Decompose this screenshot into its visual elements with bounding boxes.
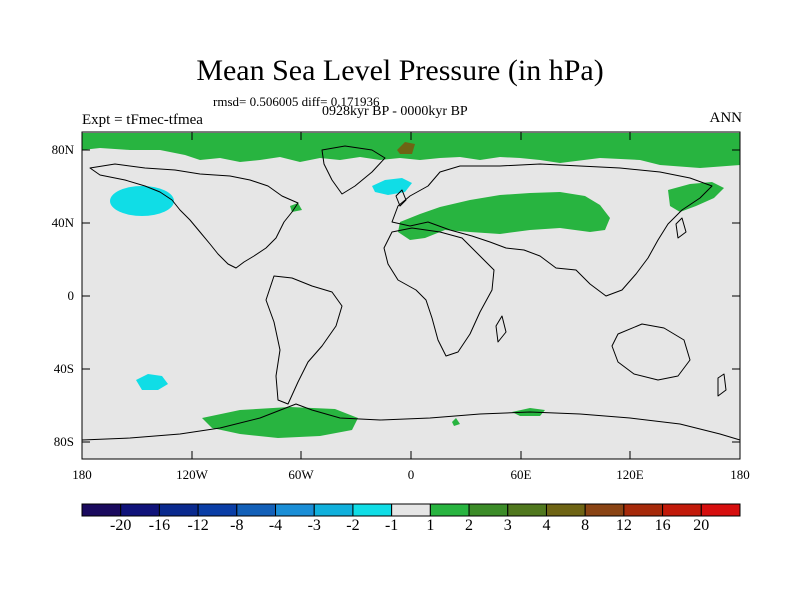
lon-label-180e: 180 [730, 467, 750, 482]
lon-ticks [191, 132, 631, 459]
coast-madagascar [495, 315, 507, 343]
colorbar-box [313, 503, 354, 517]
colorbar-box [197, 503, 238, 517]
map-field [82, 132, 740, 459]
experiment-label: Expt = tFmec-tfmea [82, 112, 203, 128]
colorbar [81, 503, 741, 517]
colorbar-tick-label: -4 [268, 517, 283, 534]
colorbar-tick-label: 12 [615, 517, 632, 534]
colorbar-box [507, 503, 547, 517]
coast-south-america [265, 275, 343, 405]
colorbar-box [468, 503, 509, 517]
colorbar-tick-label: 16 [654, 517, 671, 534]
colorbar-tick-label: -1 [384, 517, 399, 534]
coast-africa [383, 227, 495, 357]
south-pacific-low [136, 374, 168, 390]
lon-label-0: 0 [407, 467, 415, 482]
lon-label-60e: 60E [510, 467, 532, 482]
colorbar-tick-label: 1 [426, 517, 435, 534]
gulf-of-alaska-low [110, 186, 174, 216]
colorbar-tick-label: -2 [346, 517, 360, 534]
coast-eurasia [391, 163, 713, 297]
colorbar-box [623, 503, 664, 517]
lon-label-120e: 120E [616, 467, 644, 482]
colorbar-box [120, 503, 160, 517]
colorbar-tick-label: 3 [503, 517, 512, 534]
colorbar-tick-label: -8 [230, 517, 244, 534]
colorbar-box [391, 503, 431, 517]
stats-label: rmsd= 0.506005 diff= 0.171936 [213, 94, 380, 109]
coast-japan [675, 217, 687, 239]
colorbar-tick-label: 20 [693, 517, 710, 534]
lat-label-0: 0 [67, 288, 75, 303]
colorbar-tick-label: -3 [307, 517, 321, 534]
north-pacific-patch [668, 182, 724, 212]
coast-great-britain [395, 189, 407, 207]
lon-label-60w: 60W [288, 467, 314, 482]
lat-label-40s: 40S [53, 361, 74, 376]
lat-label-80n: 80N [51, 142, 74, 157]
colorbar-tick-label: -20 [110, 517, 132, 534]
lat-label-40n: 40N [51, 215, 74, 230]
colorbar-box [429, 503, 470, 517]
colorbar-box [158, 503, 199, 517]
coastlines [81, 145, 741, 441]
colorbar-tick-label: -16 [148, 517, 171, 534]
coast-new-zealand [717, 373, 727, 397]
period-label: 0928kyr BP - 0000kyr BP [322, 104, 468, 119]
colorbar-box [81, 503, 122, 517]
colorbar-box [662, 503, 702, 517]
coast-north-america [89, 163, 299, 269]
southern-ocean-patch [202, 407, 358, 438]
eurasia-band [398, 192, 610, 240]
map-title: Mean Sea Level Pressure (in hPa) [196, 54, 604, 87]
colorbar-tick-label: 4 [542, 517, 551, 534]
lat-label-80s: 80S [53, 434, 74, 449]
lon-label-120w: 120W [176, 467, 208, 482]
coast-greenland [321, 145, 386, 195]
colorbar-tick-label: 2 [465, 517, 474, 534]
coast-antarctica [81, 403, 741, 441]
colorbar-tick-label: -12 [187, 517, 209, 534]
arctic-high-spot [397, 142, 415, 154]
colorbar-box [700, 503, 741, 517]
map-frame [81, 131, 741, 460]
lon-label-180w: 180 [72, 467, 92, 482]
coast-australia [611, 323, 691, 381]
colorbar-box [352, 503, 393, 517]
colorbar-box [545, 503, 586, 517]
lat-ticks [82, 149, 740, 443]
small-patch-2 [452, 418, 460, 426]
colorbar-box [275, 503, 315, 517]
colorbar-tick-label: 8 [581, 517, 590, 534]
colorbar-box [236, 503, 277, 517]
colorbar-box [584, 503, 625, 517]
season-label: ANN [709, 110, 743, 126]
